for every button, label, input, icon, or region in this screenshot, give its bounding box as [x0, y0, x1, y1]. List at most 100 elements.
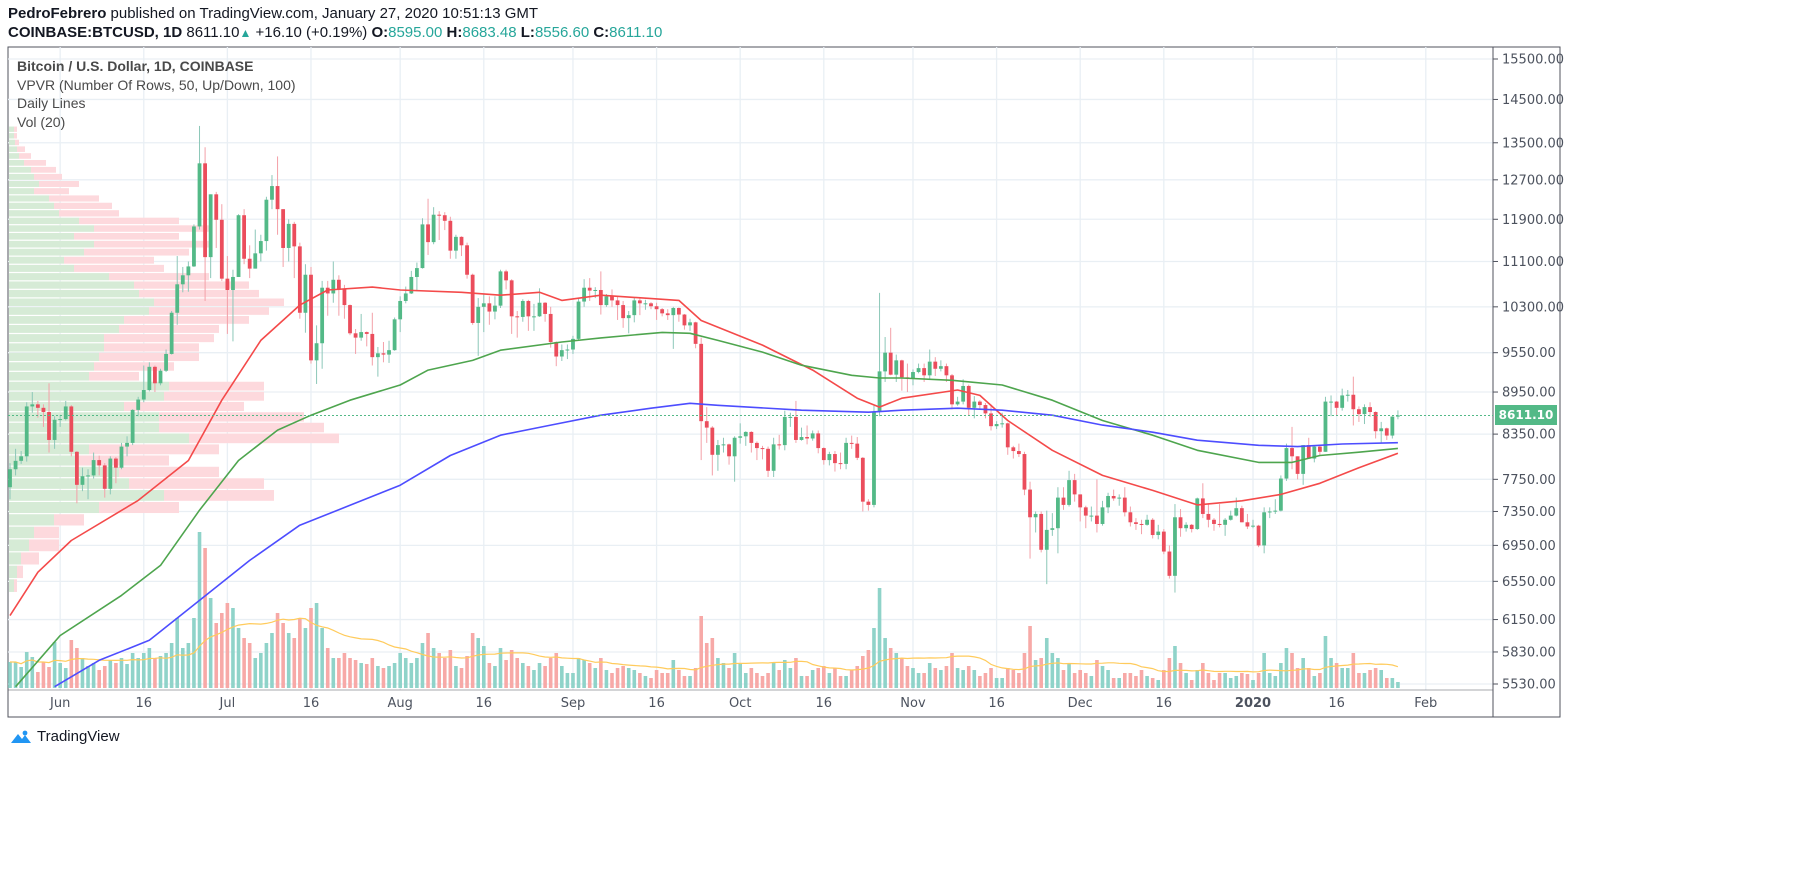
candle-up — [403, 293, 408, 301]
volume-bar — [649, 678, 653, 688]
candle-down — [1189, 524, 1194, 530]
legend-indicator-vpvr[interactable]: VPVR (Number Of Rows, 50, Up/Down, 100) — [17, 76, 296, 93]
volume-bar — [1111, 678, 1116, 688]
volume-bar — [1022, 653, 1027, 688]
volume-bar — [1329, 658, 1333, 688]
candle-up — [961, 385, 966, 402]
volume-bar — [1284, 648, 1289, 688]
vpvr-up-bar — [9, 579, 14, 592]
candle-down — [1078, 494, 1083, 508]
candle-up — [571, 338, 575, 350]
candle-up — [721, 444, 726, 446]
candle-up — [955, 401, 960, 405]
candle-up — [387, 350, 391, 355]
candle-down — [766, 448, 770, 471]
candle-up — [493, 305, 497, 312]
candle-up — [1323, 401, 1328, 452]
candle-up — [264, 199, 269, 242]
volume-bar — [186, 643, 191, 688]
volume-bar — [1078, 670, 1083, 688]
vpvr-up-bar — [9, 466, 119, 478]
candle-up — [30, 404, 35, 407]
vpvr-up-bar — [9, 281, 134, 289]
candle-down — [821, 448, 826, 461]
candle-up — [392, 319, 397, 351]
candle-down — [342, 289, 347, 306]
candle-down — [543, 302, 548, 314]
candle-down — [888, 352, 893, 375]
y-tick-label: 12700.00 — [1502, 173, 1564, 188]
candle-up — [186, 266, 191, 276]
volume-bar — [810, 670, 815, 688]
last-price: 8611.10 — [186, 24, 240, 41]
volume-bar — [1189, 680, 1194, 688]
author-name[interactable]: PedroFebrero — [8, 5, 107, 22]
vpvr-up-bar — [9, 371, 89, 381]
x-tick-label: 16 — [476, 696, 493, 711]
volume-bar — [1000, 678, 1004, 688]
candle-down — [426, 224, 430, 243]
volume-bar — [1095, 660, 1099, 688]
volume-bar — [298, 618, 302, 688]
y-tick-label: 11100.00 — [1502, 255, 1564, 270]
y-tick-label: 7750.00 — [1502, 473, 1556, 488]
vpvr-down-bar — [49, 195, 99, 202]
volume-bar — [376, 666, 380, 688]
volume-bar — [197, 532, 202, 688]
legend-indicator-daily-lines[interactable]: Daily Lines — [17, 95, 86, 111]
volume-bar — [1306, 668, 1311, 688]
volume-bar — [537, 663, 542, 688]
candle-down — [41, 407, 46, 413]
legend-indicator-volume[interactable]: Vol (20) — [17, 113, 66, 130]
candle-down — [153, 366, 157, 384]
vpvr-down-bar — [124, 401, 244, 412]
volume-bar — [214, 623, 219, 688]
low-value: 8556.60 — [534, 24, 590, 41]
x-tick-label: 16 — [303, 696, 320, 711]
candle-down — [1016, 451, 1021, 455]
volume-bar — [933, 668, 938, 688]
vpvr-up-bar — [9, 334, 104, 343]
vpvr-down-bar — [139, 289, 259, 298]
vpvr-down-bar — [74, 233, 179, 240]
volume-bar — [431, 648, 436, 688]
vpvr-down-bar — [14, 126, 17, 132]
volume-bar — [1184, 673, 1188, 688]
tradingview-brand[interactable]: TradingView — [10, 728, 120, 745]
volume-bar — [900, 658, 904, 688]
candle-down — [1351, 394, 1356, 410]
candle-up — [537, 302, 542, 317]
volume-bar — [1117, 678, 1122, 688]
candle-down — [1128, 512, 1133, 523]
candle-up — [1234, 508, 1239, 516]
volume-bar — [710, 638, 715, 688]
candle-down — [292, 223, 297, 247]
vpvr-down-bar — [164, 391, 264, 401]
y-tick-label: 13500.00 — [1502, 136, 1564, 151]
volume-bar — [80, 658, 85, 688]
candle-down — [459, 236, 464, 246]
volume-bar — [866, 650, 871, 688]
candle-down — [1368, 407, 1372, 413]
candle-down — [849, 442, 854, 444]
volume-bar — [1384, 678, 1389, 688]
candle-down — [710, 427, 715, 455]
candle-down — [1072, 480, 1077, 495]
volume-bar — [420, 643, 425, 688]
vpvr-down-bar — [14, 133, 17, 139]
volume-bar — [989, 668, 993, 688]
vpvr-down-bar — [164, 490, 274, 501]
candle-up — [1228, 515, 1233, 520]
vpvr-up-bar — [9, 273, 109, 281]
candle-down — [1039, 513, 1044, 550]
vpvr-down-bar — [34, 173, 62, 180]
x-tick-label: Sep — [561, 696, 586, 711]
volume-bar — [526, 666, 531, 688]
volume-bar — [36, 672, 40, 688]
candle-down — [727, 444, 731, 457]
vpvr-up-bar — [9, 240, 94, 248]
volume-bar — [1256, 673, 1261, 688]
candle-down — [1167, 551, 1172, 576]
volume-bar — [1195, 670, 1200, 688]
